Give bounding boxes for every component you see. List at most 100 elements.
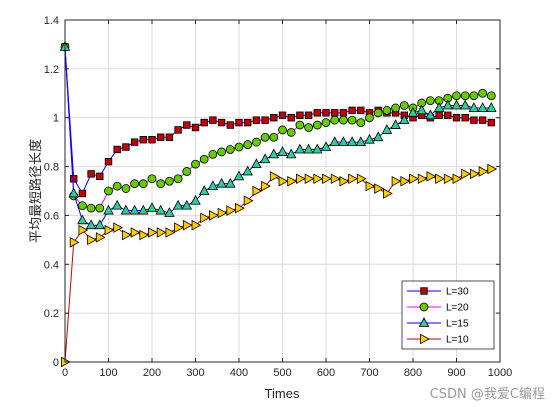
data-point [443, 173, 454, 185]
legend-entry: L=30 [407, 287, 469, 298]
data-point [355, 136, 367, 147]
data-point [233, 170, 245, 181]
data-point [252, 185, 263, 197]
data-point [209, 116, 217, 124]
data-point [365, 180, 376, 192]
data-point [277, 146, 288, 156]
data-point [156, 133, 165, 141]
data-point [174, 222, 184, 233]
data-point [103, 204, 114, 215]
data-point [356, 173, 367, 185]
data-point [426, 171, 437, 182]
data-point [364, 133, 375, 144]
data-point [95, 203, 105, 213]
y-tick-label: 1 [53, 113, 59, 125]
data-point [130, 138, 139, 146]
data-point [138, 179, 148, 189]
y-tick-label: 0 [53, 357, 59, 369]
legend-label: L=10 [446, 335, 469, 346]
data-point [469, 91, 479, 101]
data-point [243, 195, 254, 207]
data-point [165, 133, 174, 141]
data-point [486, 91, 496, 101]
legend-label: L=30 [446, 287, 469, 298]
data-point [477, 102, 488, 112]
y-tick-label: 0.2 [44, 308, 59, 320]
data-point [320, 141, 332, 151]
legend-entry: L=20 [407, 303, 469, 314]
data-point [226, 205, 237, 216]
data-point [191, 219, 202, 231]
data-point [312, 143, 323, 154]
legend-marker [418, 317, 430, 327]
data-point [461, 114, 469, 122]
data-point [452, 114, 461, 122]
data-point [373, 108, 383, 118]
data-point [487, 118, 495, 127]
data-point [348, 173, 358, 185]
data-point [330, 115, 340, 125]
data-point [287, 114, 295, 122]
data-point [113, 222, 124, 233]
data-point [164, 207, 175, 217]
data-point [69, 237, 80, 248]
data-point [304, 123, 314, 132]
y-tick-label: 0.4 [44, 259, 59, 271]
data-point [68, 187, 79, 198]
legend-entry: L=10 [407, 333, 469, 346]
data-point [87, 170, 95, 178]
y-axis-label: 平均最短路径长度 [28, 139, 43, 243]
data-point [313, 173, 324, 185]
data-point [339, 175, 350, 187]
data-point [382, 105, 392, 115]
data-point [182, 167, 192, 176]
data-point [348, 106, 356, 115]
data-point [226, 121, 234, 129]
data-point [287, 175, 298, 187]
data-point [372, 131, 384, 142]
data-point [173, 174, 183, 184]
x-tick-label: 700 [360, 367, 378, 379]
x-tick-label: 800 [404, 367, 422, 379]
data-point [165, 227, 176, 238]
data-point [338, 115, 348, 125]
x-tick-label: 500 [273, 367, 291, 379]
data-point [183, 121, 191, 129]
data-point [321, 118, 331, 127]
data-point [296, 111, 304, 119]
data-point [156, 227, 167, 238]
data-point [95, 232, 106, 243]
y-tick-label: 0.8 [44, 162, 59, 174]
series-l-30 [61, 43, 495, 198]
data-point [252, 116, 261, 124]
data-point [243, 140, 253, 149]
data-point [433, 102, 445, 112]
data-point [217, 147, 227, 157]
data-point [217, 118, 226, 127]
series-l-15 [59, 41, 497, 230]
data-point [190, 194, 201, 205]
data-point [295, 120, 305, 130]
data-point [217, 207, 228, 219]
data-point [460, 91, 470, 101]
data-point [322, 109, 330, 117]
data-point [120, 204, 132, 215]
data-point [155, 204, 166, 215]
data-point [122, 229, 132, 241]
data-point [469, 168, 480, 180]
data-point [278, 175, 289, 187]
data-point [78, 224, 89, 236]
watermark: CSDN @我爱C编程 [430, 387, 545, 402]
x-tick-label: 0 [62, 367, 68, 379]
data-point [104, 224, 115, 236]
x-tick-label: 400 [230, 367, 248, 379]
data-point [148, 227, 158, 238]
data-point [478, 88, 488, 98]
data-point [452, 173, 463, 185]
data-point [357, 106, 365, 115]
data-point [181, 199, 193, 210]
data-point [191, 123, 200, 132]
x-tick-label: 900 [447, 367, 465, 379]
data-point [225, 145, 235, 154]
